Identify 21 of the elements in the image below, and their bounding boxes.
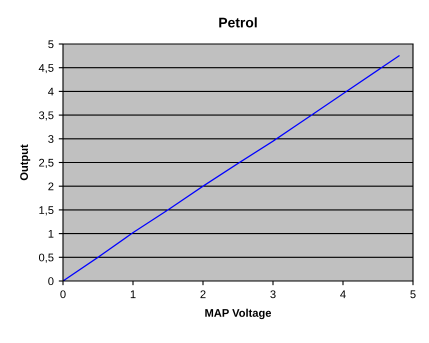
y-tick-label: 2,5 [39,158,54,168]
x-tick-label: 3 [270,290,276,298]
y-tick-label: 4 [48,88,54,96]
x-tick-label: 5 [410,290,416,298]
line-series [63,55,400,281]
y-tick-label: 3 [48,135,54,143]
y-tick-label: 5 [48,40,54,48]
y-tick-label: 2 [48,182,54,190]
y-tick-label: 1 [48,230,54,238]
x-tick-label: 1 [130,290,136,298]
x-tick-label: 4 [340,290,346,298]
y-axis-title: Output [20,144,30,180]
x-tick-label: 0 [60,290,66,298]
y-tick-label: 1,5 [39,206,54,216]
y-tick-label: 0,5 [38,254,54,263]
x-axis-title: MAP Voltage [205,308,272,320]
y-tick-label: 4,5 [38,64,54,74]
chart-title: Petrol [219,17,257,28]
y-tick-label: 0 [48,277,54,286]
y-tick-label: 3,5 [38,111,54,121]
x-tick-label: 2 [200,290,206,298]
